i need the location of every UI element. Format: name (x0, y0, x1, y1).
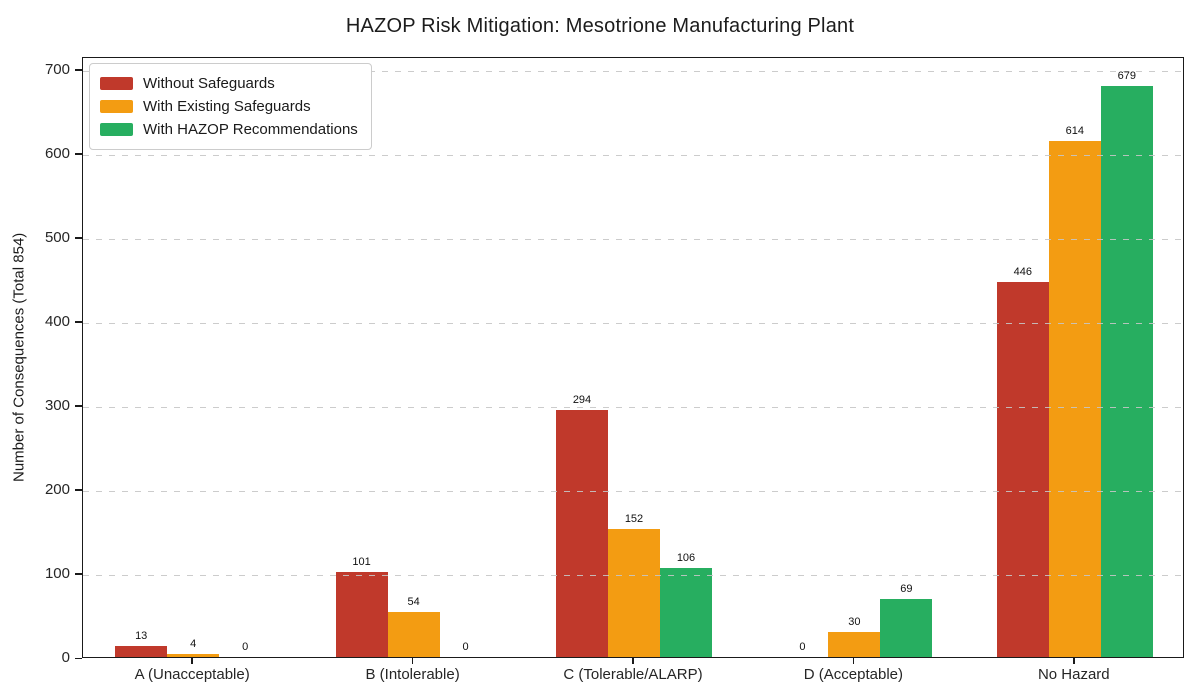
legend-label: With Existing Safeguards (143, 98, 311, 115)
legend-label: With HAZOP Recommendations (143, 121, 358, 138)
bar-value-label: 101 (352, 556, 371, 569)
bar-value-label: 13 (135, 630, 148, 643)
x-tick-label: D (Acceptable) (803, 666, 903, 683)
x-tick-label: B (Intolerable) (365, 666, 460, 683)
bar-value-label: 0 (799, 641, 806, 653)
bar-value-label: 54 (407, 595, 420, 608)
bar-value-label: 69 (900, 583, 913, 595)
plot-area: 13 4 0 101 54 0 294 152 106 0 30 69 446 614 679 Withou… (82, 57, 1184, 658)
x-tick-mark (1073, 658, 1075, 664)
bar-value-label: 294 (572, 393, 592, 406)
bar (1048, 140, 1101, 657)
bar (387, 611, 440, 657)
legend-swatch (100, 123, 133, 136)
y-tick-mark (75, 153, 82, 155)
x-tick-mark (191, 658, 193, 664)
bar (556, 409, 608, 657)
bar-value-label: 106 (676, 551, 696, 564)
y-tick-mark (75, 69, 82, 71)
bar (1100, 86, 1153, 657)
bar (608, 529, 660, 657)
y-tick-label: 600 (44, 144, 70, 162)
bar-value-label: 0 (462, 641, 469, 653)
y-tick-label: 700 (44, 60, 70, 78)
legend-item: With HAZOP Recommendations (100, 118, 358, 141)
x-tick-label: A (Unacceptable) (134, 666, 250, 683)
y-tick-mark (75, 657, 82, 659)
x-tick-mark (852, 658, 855, 664)
bar-value-label: 0 (242, 641, 249, 653)
bar (996, 282, 1049, 657)
x-tick-label: C (Tolerable/ALARP) (563, 666, 703, 683)
y-tick-mark (75, 489, 82, 491)
y-tick-label: 500 (44, 228, 70, 246)
y-tick-label: 400 (44, 312, 70, 330)
bar-value-label: 30 (848, 615, 861, 628)
y-tick-mark (75, 405, 82, 407)
bars-layer (83, 58, 1183, 657)
legend-swatch (100, 100, 133, 113)
bar-value-label: 152 (624, 513, 644, 526)
bar (660, 567, 712, 657)
bar-value-label: 446 (1013, 266, 1032, 279)
bar (115, 646, 168, 657)
bar-value-label: 679 (1117, 70, 1136, 83)
y-tick-label: 0 (61, 649, 70, 666)
bar (828, 631, 881, 657)
x-tick-mark (411, 658, 414, 664)
x-tick-label: No Hazard (1037, 666, 1110, 683)
bar (335, 572, 388, 657)
legend-item: With Existing Safeguards (100, 95, 358, 118)
bar-value-label: 614 (1065, 124, 1084, 137)
y-tick-mark (75, 321, 82, 323)
bar (167, 653, 220, 657)
legend: Without Safeguards With Existing Safeguar… (89, 63, 372, 150)
legend-swatch (100, 77, 133, 90)
bar-value-label: 4 (190, 637, 197, 650)
bar (880, 599, 933, 657)
y-tick-label: 100 (44, 564, 70, 582)
legend-item: Without Safeguards (100, 72, 358, 95)
y-tick-label: 200 (44, 480, 70, 498)
y-tick-label: 300 (44, 396, 70, 414)
chart-title: HAZOP Risk Mitigation: Mesotrione Manufa… (345, 15, 855, 37)
bar-value-labels-layer: 13 4 0 101 54 0 294 152 106 0 30 69 446 614 679 (83, 58, 1183, 657)
legend-label: Without Safeguards (143, 75, 275, 92)
y-tick-mark (75, 573, 82, 575)
x-tick-mark (632, 658, 634, 664)
y-tick-mark (75, 237, 82, 239)
